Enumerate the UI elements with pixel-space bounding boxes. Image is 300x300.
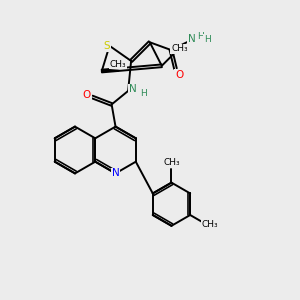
Text: N: N (129, 84, 136, 94)
Text: H: H (197, 32, 203, 41)
Text: CH₃: CH₃ (202, 220, 219, 229)
Text: N: N (188, 34, 196, 44)
Text: S: S (104, 41, 110, 51)
Text: H: H (140, 89, 147, 98)
Text: O: O (175, 70, 183, 80)
Text: CH₃: CH₃ (163, 158, 180, 167)
Text: N: N (112, 168, 119, 178)
Text: CH₃: CH₃ (110, 60, 127, 69)
Text: CH₃: CH₃ (171, 44, 188, 53)
Text: H: H (204, 35, 211, 44)
Text: O: O (82, 90, 91, 100)
